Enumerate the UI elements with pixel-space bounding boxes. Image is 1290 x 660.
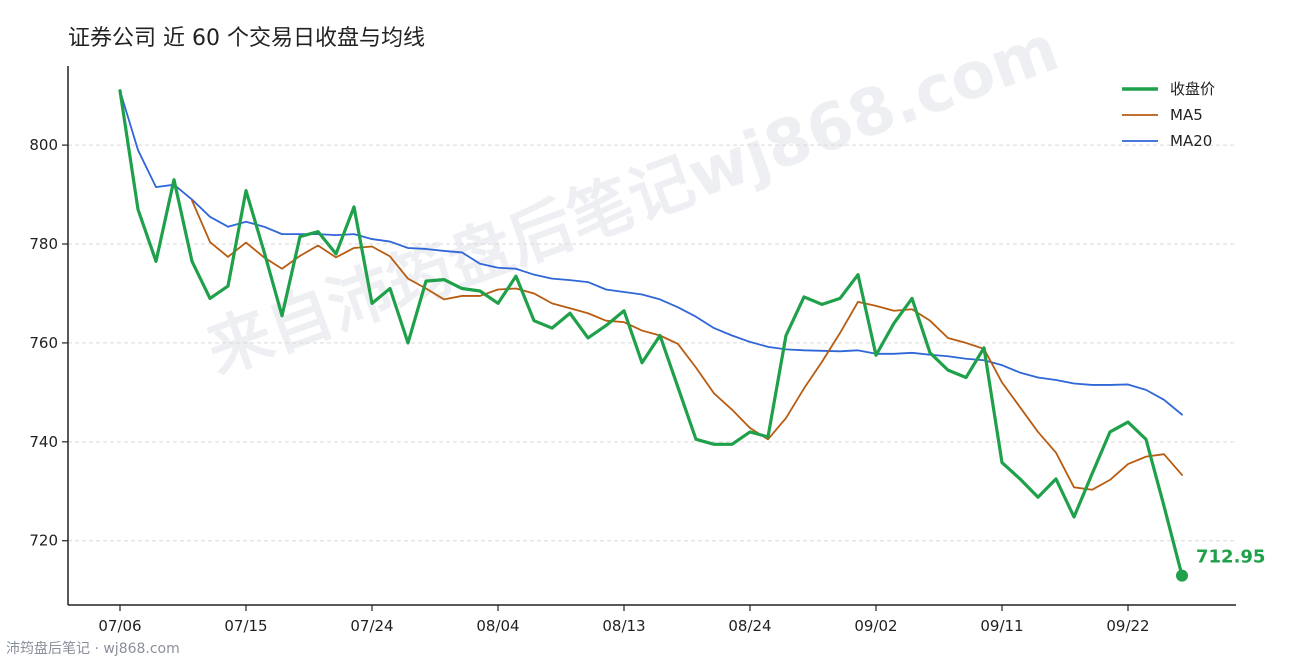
legend-label-1: MA5 bbox=[1170, 106, 1203, 124]
ma20-line bbox=[119, 89, 1183, 416]
y-tick-label-780: 780 bbox=[29, 235, 58, 253]
x-tick-label-08/13: 08/13 bbox=[602, 617, 645, 635]
x-axis-ticks: 07/06 07/15 07/24 08/04 08/13 08/24 09/02 09/11… bbox=[98, 605, 1150, 635]
x-tick-label-09/22: 09/22 bbox=[1106, 617, 1149, 635]
endpoint: 712.95 bbox=[1176, 547, 1265, 582]
y-tick-label-740: 740 bbox=[29, 433, 58, 451]
close-price-line bbox=[118, 89, 1184, 578]
y-tick-label-800: 800 bbox=[29, 136, 58, 154]
x-tick-label-08/04: 08/04 bbox=[476, 617, 519, 635]
y-tick-label-760: 760 bbox=[29, 334, 58, 352]
x-tick-label-09/11: 09/11 bbox=[980, 617, 1023, 635]
chart-title: 证券公司 近 60 个交易日收盘与均线 bbox=[68, 26, 425, 51]
last-close-label: 712.95 bbox=[1196, 547, 1265, 568]
footer-credit: 沛筠盘后笔记 · wj868.com bbox=[6, 640, 180, 657]
y-axis-ticks: 720 740 760 780 800 bbox=[29, 136, 68, 550]
y-tick-label-720: 720 bbox=[29, 532, 58, 550]
axes bbox=[67, 66, 1236, 606]
legend-label-0: 收盘价 bbox=[1170, 80, 1215, 98]
ma5-line bbox=[191, 199, 1183, 491]
series-lines bbox=[118, 89, 1184, 578]
x-tick-label-07/06: 07/06 bbox=[98, 617, 141, 635]
x-tick-label-09/02: 09/02 bbox=[854, 617, 897, 635]
x-tick-label-07/24: 07/24 bbox=[350, 617, 393, 635]
legend: 收盘价 MA5 MA20 bbox=[1122, 80, 1215, 150]
x-tick-label-08/24: 08/24 bbox=[728, 617, 771, 635]
last-close-marker bbox=[1176, 569, 1188, 582]
x-tick-label-07/15: 07/15 bbox=[224, 617, 267, 635]
grid bbox=[68, 144, 1236, 542]
legend-label-2: MA20 bbox=[1170, 132, 1212, 150]
